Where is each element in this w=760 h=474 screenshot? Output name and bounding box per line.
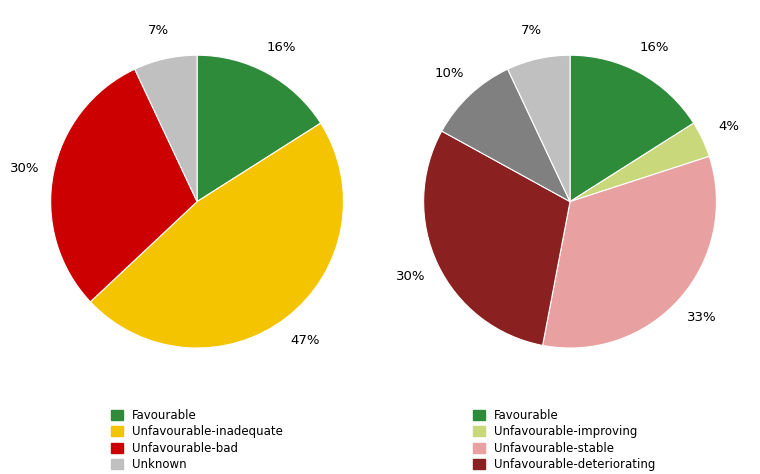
Text: 7%: 7%: [148, 24, 169, 36]
Wedge shape: [423, 131, 570, 346]
Text: 33%: 33%: [687, 311, 717, 324]
Wedge shape: [197, 55, 321, 201]
Wedge shape: [90, 123, 344, 348]
Wedge shape: [135, 55, 197, 201]
Text: 16%: 16%: [640, 41, 670, 54]
Wedge shape: [570, 123, 709, 201]
Text: 4%: 4%: [718, 120, 739, 133]
Legend: Favourable, Unfavourable-inadequate, Unfavourable-bad, Unknown: Favourable, Unfavourable-inadequate, Unf…: [107, 405, 287, 474]
Text: 30%: 30%: [396, 270, 426, 283]
Text: 16%: 16%: [267, 41, 296, 54]
Wedge shape: [570, 55, 694, 201]
Wedge shape: [51, 69, 197, 302]
Wedge shape: [543, 156, 717, 348]
Text: 30%: 30%: [10, 162, 40, 175]
Wedge shape: [442, 69, 570, 201]
Text: 47%: 47%: [290, 334, 319, 347]
Text: 10%: 10%: [435, 67, 464, 80]
Wedge shape: [508, 55, 570, 201]
Text: 7%: 7%: [521, 24, 543, 36]
Legend: Favourable, Unfavourable-improving, Unfavourable-stable, Unfavourable-deteriorat: Favourable, Unfavourable-improving, Unfa…: [470, 405, 670, 474]
